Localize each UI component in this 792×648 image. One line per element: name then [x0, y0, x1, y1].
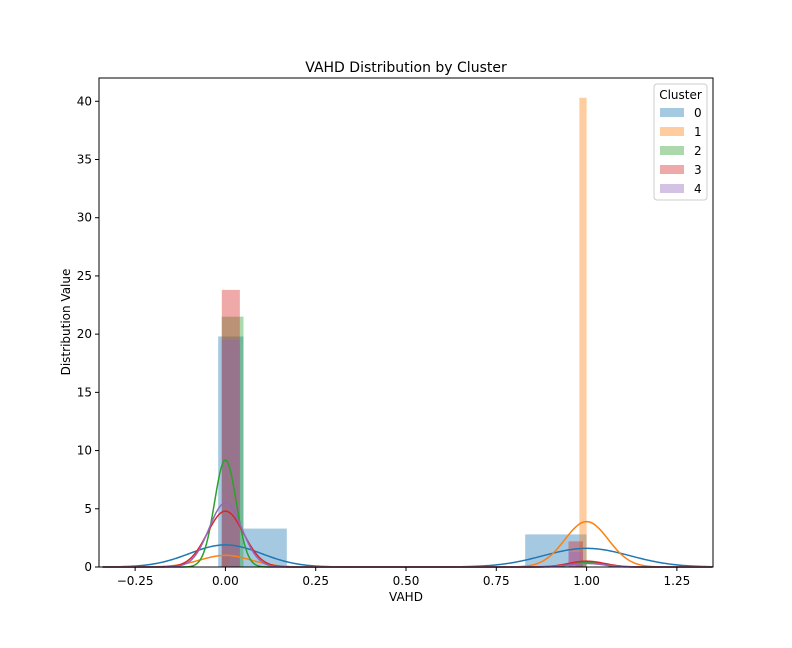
legend-swatch-3 — [660, 165, 684, 174]
y-tick-label: 30 — [77, 211, 92, 225]
plot-frame — [98, 77, 714, 568]
y-tick-label: 40 — [77, 94, 92, 108]
x-tick-label: 0.25 — [302, 574, 329, 588]
legend-label-2: 2 — [694, 144, 702, 158]
kde-line-cluster-2 — [102, 458, 713, 568]
bar-cluster-0-0 — [218, 336, 244, 567]
kde-line-cluster-1 — [102, 520, 713, 568]
x-tick-label: 1.25 — [664, 574, 691, 588]
bar-cluster-3-1 — [568, 541, 583, 567]
x-axis-label: VAHD — [389, 590, 423, 604]
bar-cluster-2-0 — [221, 316, 244, 567]
legend-box — [653, 83, 708, 201]
legend-swatch-1 — [660, 127, 684, 136]
y-tick-label: 20 — [77, 327, 92, 341]
legend-swatch-4 — [660, 184, 684, 193]
y-axis-ticks: 0 5 10 15 20 25 30 35 40 — [77, 94, 99, 574]
legend-swatch-2 — [660, 146, 684, 155]
legend-label-3: 3 — [694, 163, 702, 177]
kde-line-cluster-4 — [102, 502, 713, 568]
legend: Cluster 0 1 2 3 4 — [653, 83, 708, 201]
x-axis-ticks: −0.25 0.00 0.25 0.50 0.75 1.00 1.25 — [117, 567, 691, 588]
y-tick-label: 10 — [77, 444, 92, 458]
legend-title: Cluster — [659, 88, 702, 102]
bar-cluster-4-0 — [221, 339, 240, 567]
kde-curves — [102, 458, 713, 568]
x-tick-label: −0.25 — [117, 574, 154, 588]
legend-label-1: 1 — [694, 125, 702, 139]
x-tick-label: 0.75 — [483, 574, 510, 588]
y-tick-label: 35 — [77, 153, 92, 167]
x-tick-label: 1.00 — [573, 574, 600, 588]
x-tick-label: 0.00 — [212, 574, 239, 588]
histogram-bars — [218, 97, 587, 568]
y-tick-label: 0 — [84, 560, 92, 574]
y-axis-label: Distribution Value — [59, 269, 73, 376]
bar-cluster-1-0 — [221, 556, 230, 567]
y-tick-label: 15 — [77, 385, 92, 399]
y-tick-label: 25 — [77, 269, 92, 283]
legend-label-0: 0 — [694, 106, 702, 120]
y-tick-label: 5 — [84, 502, 92, 516]
legend-swatch-0 — [660, 108, 684, 117]
kde-line-cluster-3 — [102, 510, 713, 568]
x-tick-label: 0.50 — [393, 574, 420, 588]
bar-cluster-1-1 — [579, 97, 587, 568]
legend-label-4: 4 — [694, 182, 702, 196]
chart-title: VAHD Distribution by Cluster — [305, 60, 507, 76]
